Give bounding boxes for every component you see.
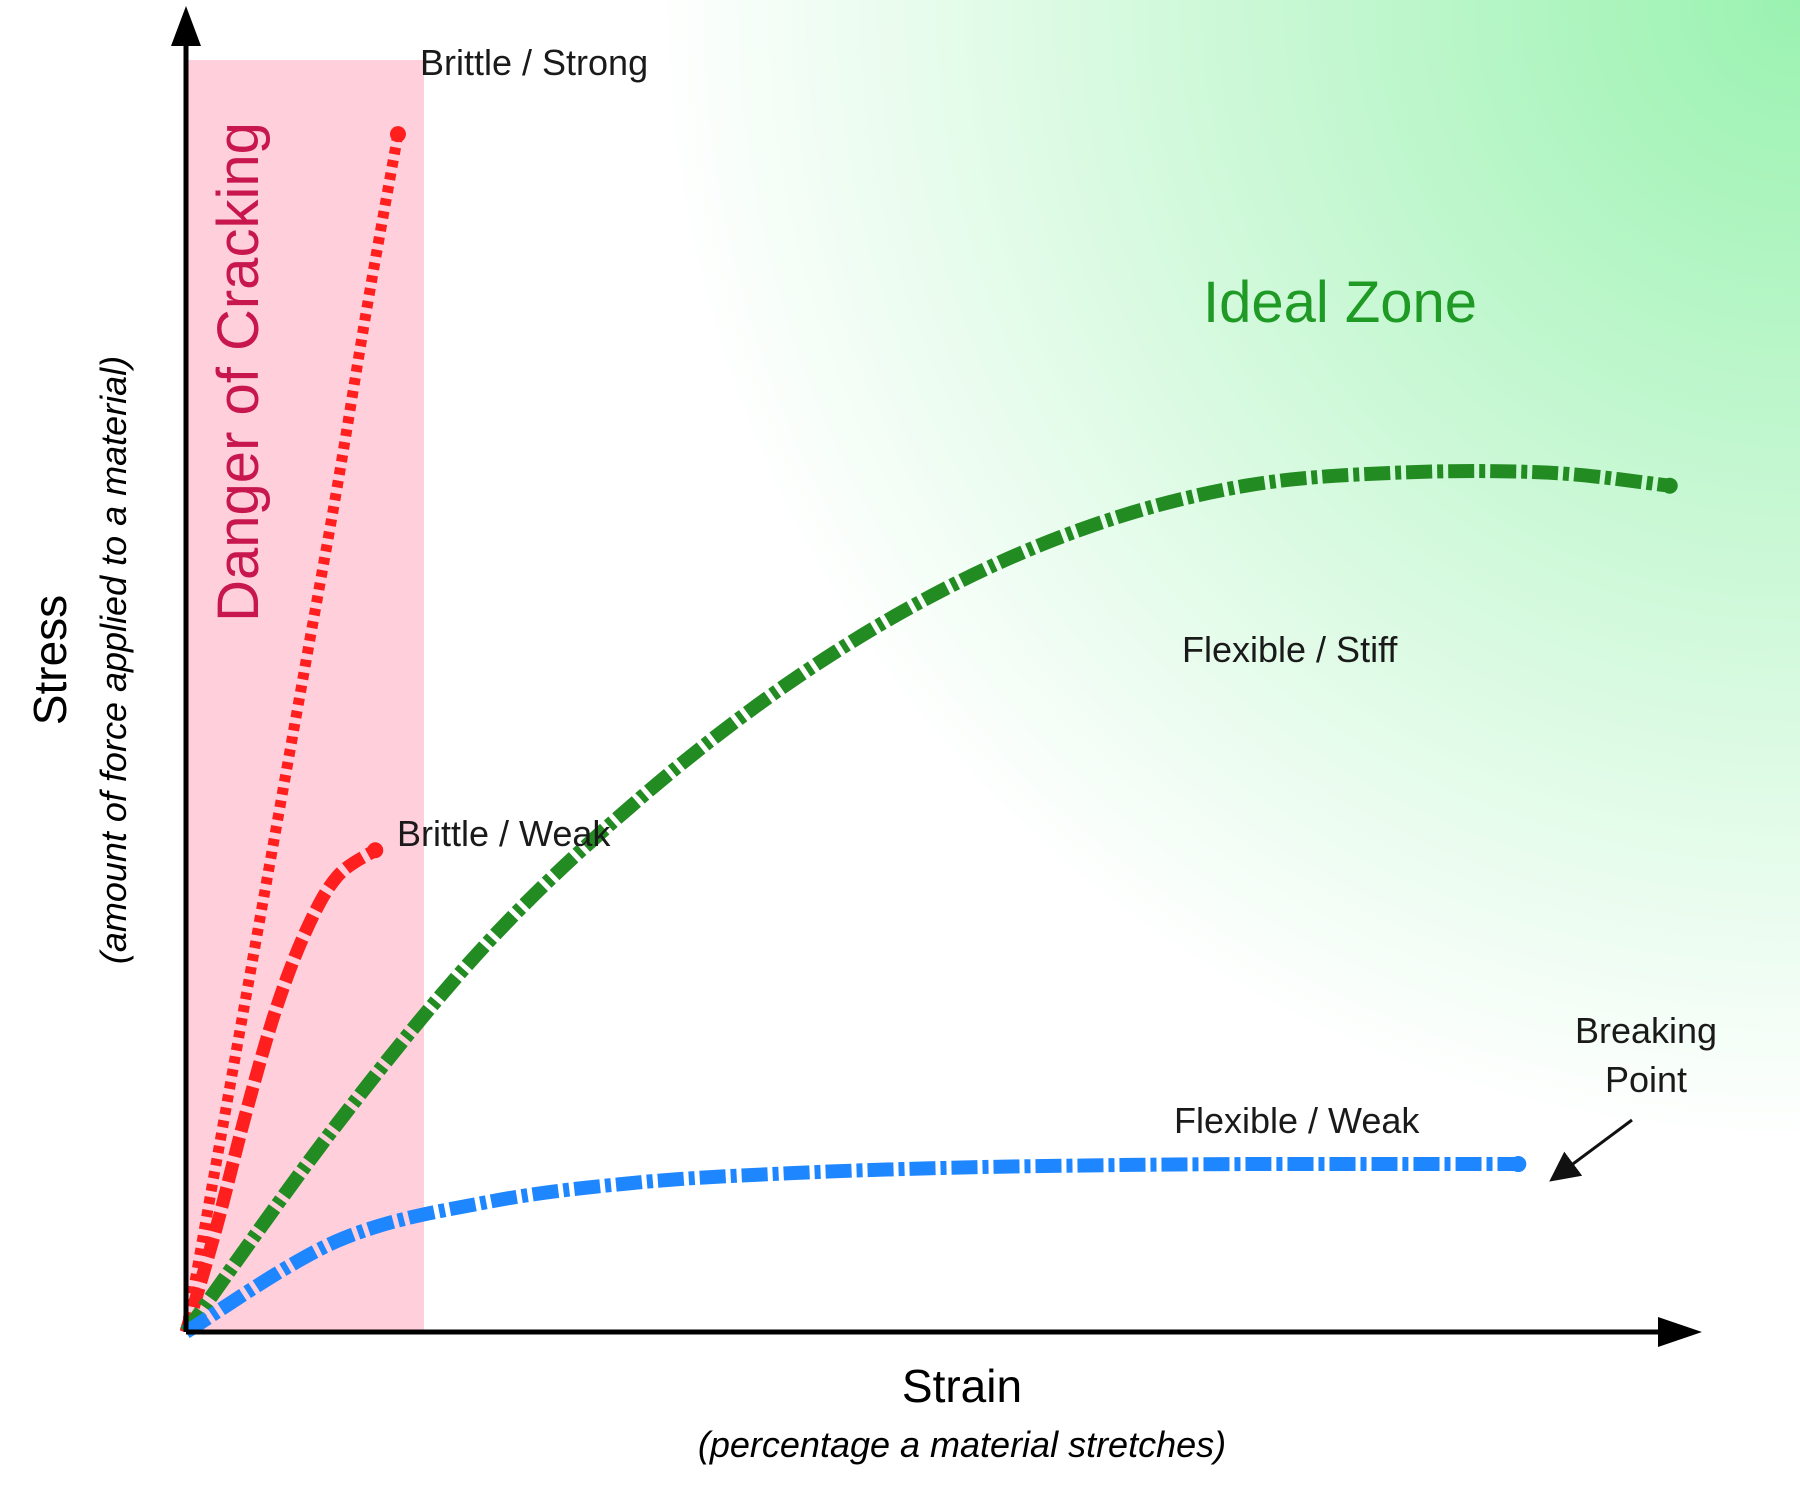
x-axis-subtitle: (percentage a material stretches) xyxy=(698,1424,1226,1465)
series-3-end-point xyxy=(1510,1156,1527,1173)
x-axis-arrowhead xyxy=(1658,1317,1702,1347)
series-1-end-point xyxy=(367,842,384,859)
series-brittle-strong-line xyxy=(180,133,404,1333)
danger-zone-region xyxy=(188,60,424,1332)
breaking-point-label-line1: Breaking xyxy=(1575,1010,1717,1051)
breaking-point-label-line2: Point xyxy=(1605,1059,1687,1100)
series-flexible-weak-line xyxy=(182,1156,1519,1338)
series-2-end-point xyxy=(1661,477,1678,494)
series-0-end-point xyxy=(389,126,406,143)
series-brittle-weak-line xyxy=(179,844,379,1334)
breaking-point-arrow xyxy=(1549,1118,1633,1182)
series-flexible-stiff-line xyxy=(180,464,1671,1337)
y-axis-arrowhead xyxy=(171,6,201,46)
y-axis-subtitle: (amount of force applied to a material) xyxy=(93,356,134,964)
label-brittle-weak: Brittle / Weak xyxy=(397,813,611,854)
label-brittle-strong: Brittle / Strong xyxy=(420,42,648,83)
x-axis-title: Strain xyxy=(902,1360,1022,1412)
ideal-zone-region xyxy=(650,0,1800,1150)
series-layer xyxy=(179,126,1678,1338)
label-flexible-weak: Flexible / Weak xyxy=(1174,1100,1420,1141)
label-flexible-stiff: Flexible / Stiff xyxy=(1182,629,1398,670)
y-axis-title: Stress xyxy=(24,595,76,725)
ideal-zone-label: Ideal Zone xyxy=(1203,270,1477,335)
danger-zone-label: Danger of Cracking xyxy=(206,122,271,622)
